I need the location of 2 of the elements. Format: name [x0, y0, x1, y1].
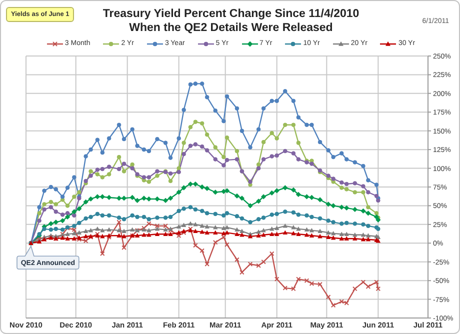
- chart-subtitle: When the QE2 Details Were Released: [129, 22, 333, 34]
- chart-title: Treasury Yield Percent Change Since 11/4/2010: [102, 8, 360, 20]
